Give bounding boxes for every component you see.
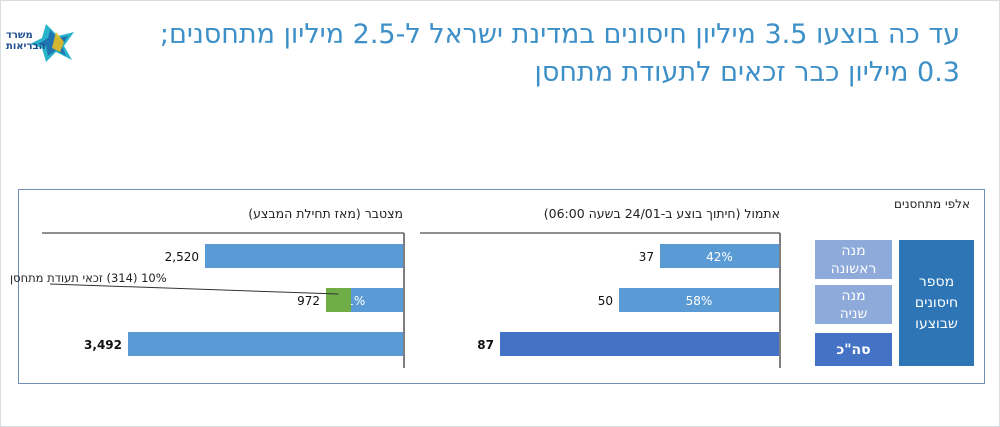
row-header-vaccinations: מספר חיסונים שבוצעו <box>899 240 974 366</box>
daily-share-label-1: 58% <box>686 294 713 308</box>
logo-text: משרד הבריאות <box>6 30 46 52</box>
cumulative-bar-0 <box>205 244 403 268</box>
row-label-first-dose-line-2: ראשונה <box>830 260 877 277</box>
row-label-first-dose-line-1: מנה <box>841 242 866 259</box>
daily-bar-2 <box>500 332 779 356</box>
eligible-leader-line <box>49 283 339 295</box>
row-header-line-2: חיסונים <box>914 294 959 311</box>
cumulative-value-label-2: 3,492 <box>84 338 122 352</box>
row-label-second-dose: מנה שניה <box>815 285 892 324</box>
cumulative-value-label-1: 972 <box>297 294 320 308</box>
daily-value-label-2: 87 <box>477 338 494 352</box>
row-label-total: סה"כ <box>815 333 892 366</box>
daily-value-label-1: 50 <box>598 294 613 308</box>
unit-label: אלפי מתחסנים <box>894 197 970 211</box>
title-line-1: עד כה בוצעו 3.5 מיליון חיסונים במדינת יש… <box>159 19 960 50</box>
daily-chart-title: אתמול (חיתוך בוצע ב-24/01 בשעה 06:00) <box>543 206 780 221</box>
cumulative-value-label-0: 2,520 <box>165 250 199 264</box>
cumulative-bar-2 <box>128 332 403 356</box>
daily-bar-1 <box>619 288 779 312</box>
chart-panel <box>18 189 985 384</box>
daily-share-label-0: 42% <box>706 250 733 264</box>
row-header-line-3: שבוצעו <box>915 315 958 332</box>
row-label-first-dose: מנה ראשונה <box>815 240 892 279</box>
daily-bar-0 <box>660 244 779 268</box>
title-line-2: 0.3 מיליון כבר זכאים לתעודת מתחסן <box>534 57 960 88</box>
page-title: עד כה בוצעו 3.5 מיליון חיסונים במדינת יש… <box>100 16 960 92</box>
cumulative-chart-title: מצטבר (מאז תחילת המבצע) <box>248 206 403 221</box>
row-label-second-dose-line-1: מנה <box>841 287 866 304</box>
row-header-line-1: מספר <box>918 273 955 290</box>
eligible-annotation: 10% (314) זכאי תעודת מתחסן <box>10 271 167 285</box>
daily-value-label-0: 37 <box>639 250 654 264</box>
cumulative-eligible-bar <box>326 288 351 312</box>
row-label-second-dose-line-2: שניה <box>839 305 868 322</box>
ministry-logo-icon <box>30 24 74 62</box>
